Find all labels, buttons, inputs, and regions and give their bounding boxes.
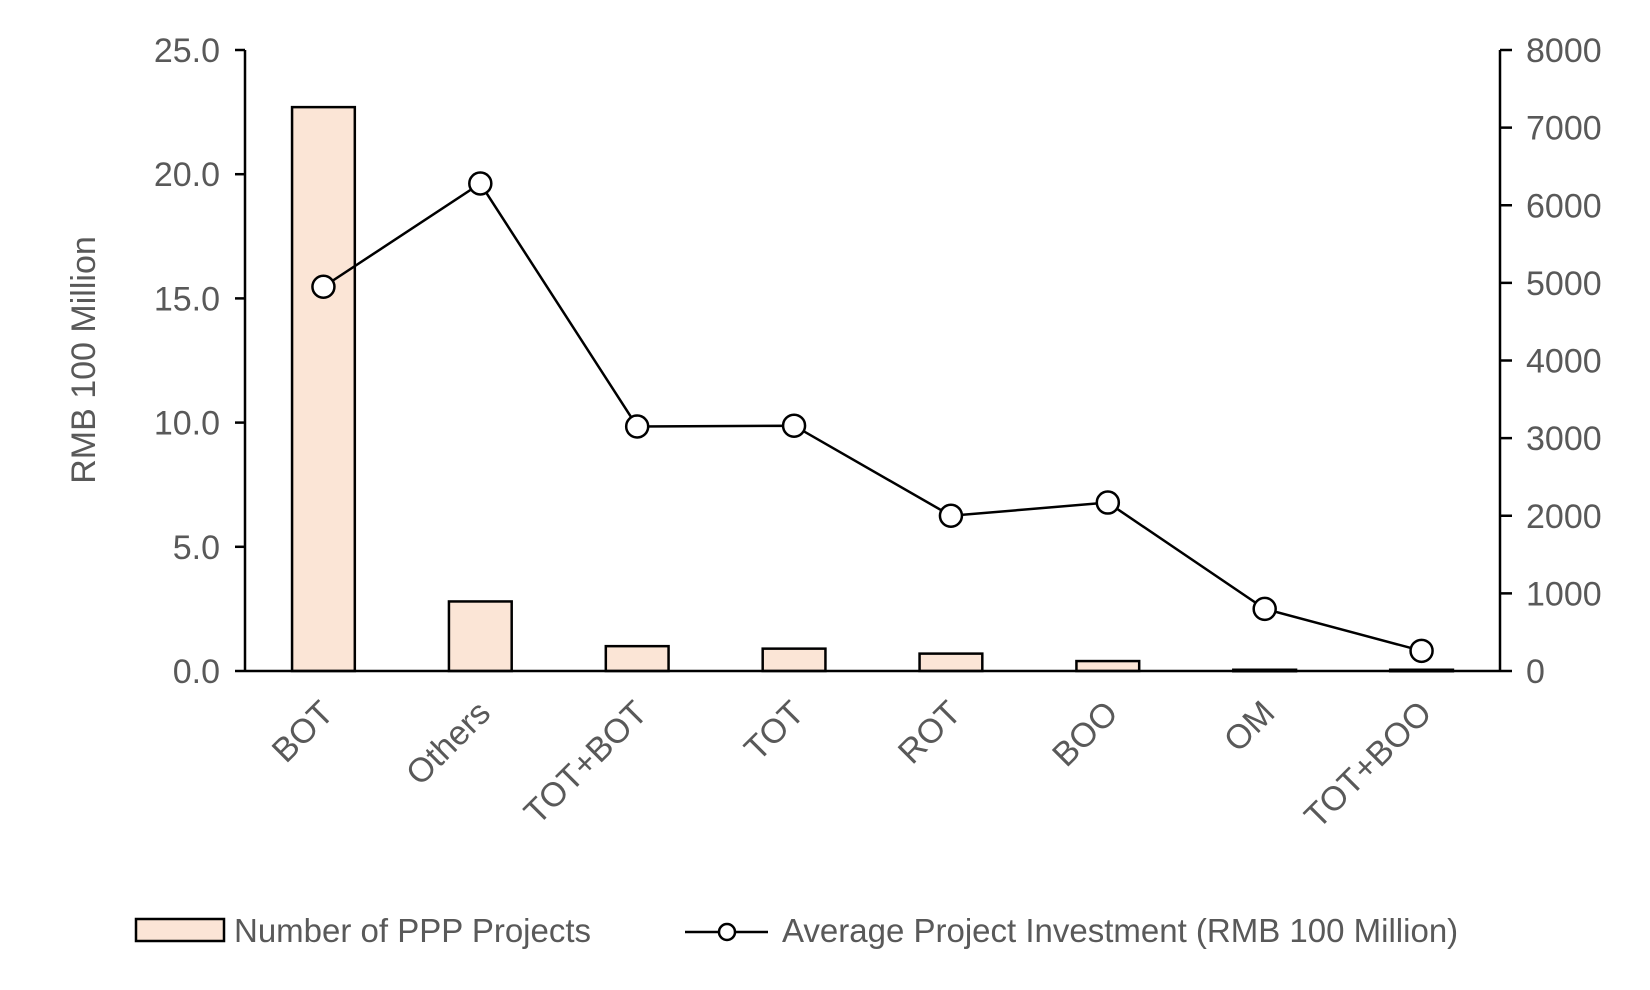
point-tot [781,413,807,438]
legend: Number of PPP Projects Average Project I… [134,912,1458,949]
right-tick-label: 1000 [1526,575,1602,613]
right-tick-label: 6000 [1526,187,1602,225]
right-tick-label: 2000 [1526,498,1602,536]
point-om [1252,596,1277,622]
y-axis-title: RMB 100 Million [65,236,103,484]
left-tick-label: 20.0 [154,156,220,194]
bar-boo [1075,659,1141,673]
right-tick-label: 4000 [1526,343,1602,381]
left-tick-label: 10.0 [154,405,220,443]
category-label: TOT [737,694,812,769]
left-tick-label: 5.0 [173,529,220,567]
legend-bar-label: Number of PPP Projects [234,912,591,949]
legend-line-marker [717,922,737,942]
axes [243,50,1502,673]
point-tot-boo [1409,638,1434,664]
bar-others [447,600,513,673]
bar-tot [761,647,827,673]
point-boo [1095,490,1121,515]
legend-line-label: Average Project Investment (RMB 100 Mill… [782,912,1458,949]
category-label: ROT [891,694,969,772]
investment-line [322,181,1422,653]
category-label: TOT+BOO [1297,694,1439,836]
category-label: TOT+BOT [517,694,655,832]
right-tick-label: 3000 [1526,420,1602,458]
point-rot [938,503,964,528]
right-tick-label: 5000 [1526,265,1602,303]
legend-bar-swatch [134,917,226,943]
category-label: Others [399,694,498,793]
left-tick-label: 15.0 [154,280,220,318]
left-tick-label: 25.0 [154,32,220,70]
category-labels: BOT Others TOT+BOT TOT ROT BOO OM TOT+BOO [265,694,1439,836]
category-label: OM [1217,694,1283,760]
point-others [468,171,493,196]
category-label: BOO [1045,694,1125,774]
right-tick-label: 0 [1526,653,1545,691]
right-tick-label: 7000 [1526,110,1602,148]
left-axis-ticks: 0.0 5.0 10.0 15.0 20.0 25.0 [154,32,245,691]
right-axis-ticks: 0 1000 2000 3000 4000 5000 6000 7000 8000 [1500,32,1602,691]
point-bot [311,274,336,300]
bar-bot [290,105,357,673]
bar-rot [918,652,984,673]
right-tick-label: 8000 [1526,32,1602,70]
left-tick-label: 0.0 [173,653,220,691]
line-series [311,171,1434,664]
category-label: BOT [265,694,341,770]
bar-tot-bot [604,644,670,673]
point-tot-bot [624,414,650,439]
